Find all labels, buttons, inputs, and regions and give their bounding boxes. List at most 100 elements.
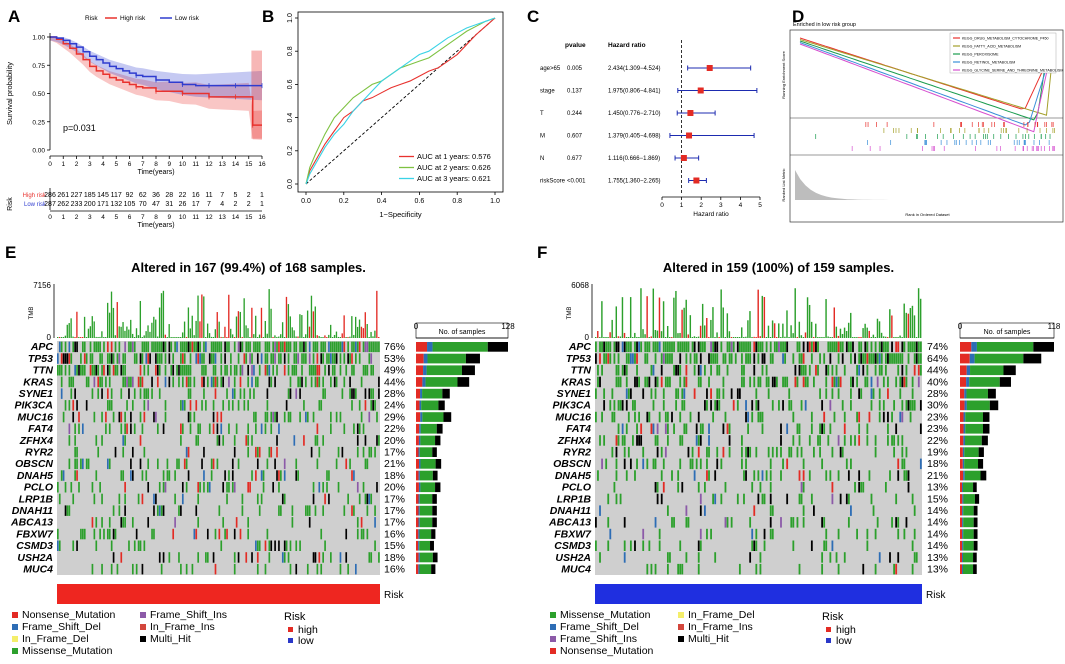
mutation-cell: [897, 341, 900, 353]
mutation-cell: [120, 388, 123, 399]
mutation-cell: [153, 528, 155, 540]
mutation-cell: [884, 365, 887, 376]
gene-bar-segment: [432, 517, 437, 528]
gene-bar-segment: [974, 353, 1024, 364]
mutation-cell: [68, 458, 71, 470]
mutation-cell: [318, 376, 321, 388]
tmb-bar: [262, 337, 265, 338]
gene-percentage-APC: 76%: [384, 341, 405, 353]
gene-bar-segment: [416, 423, 420, 434]
mutation-cell: [74, 470, 76, 481]
mutation-cell: [235, 517, 238, 528]
mutation-cell: [860, 388, 863, 399]
bar-axis-label: No. of samples: [984, 329, 1031, 336]
mutation-cell: [312, 552, 315, 563]
gene-bar-segment: [418, 435, 421, 446]
tmb-bar: [87, 328, 90, 338]
mutation-cell: [623, 517, 626, 528]
tmb-bar: [156, 336, 159, 338]
risk-count: 17: [192, 201, 200, 208]
mutation-cell: [145, 353, 148, 364]
mutation-cell: [817, 435, 819, 446]
mutation-cell: [905, 400, 908, 411]
mutation-cell: [58, 365, 61, 376]
tmb-bar: [734, 337, 737, 338]
mutation-cell: [730, 341, 733, 353]
legend-swatch-In_Frame_Del: [12, 636, 18, 642]
mutation-cell: [642, 540, 645, 551]
mutation-cell: [726, 365, 729, 376]
mutation-cell: [786, 493, 789, 505]
mutation-cell: [856, 365, 858, 376]
tmb-bar: [905, 312, 907, 338]
mutation-cell: [623, 341, 626, 353]
gene-bar-segment: [419, 540, 431, 551]
mutation-cell: [835, 376, 838, 388]
tmb-bar: [599, 337, 601, 338]
x-tick-label: 14: [232, 161, 240, 168]
tmb-bar: [825, 299, 827, 338]
mutation-cell: [239, 528, 242, 540]
mutation-cell: [722, 423, 725, 434]
tmb-bar: [216, 312, 218, 338]
mutation-cell: [99, 353, 101, 364]
gene-bar-segment: [976, 342, 1034, 352]
mutation-cell: [708, 470, 710, 481]
x-tick-label: 0: [660, 202, 664, 209]
mutation-cell: [131, 341, 134, 353]
mutation-cell: [180, 563, 182, 575]
mutation-cell: [316, 341, 319, 353]
mutation-cell: [654, 458, 657, 470]
mutation-cell: [260, 470, 263, 481]
mutation-cell: [831, 365, 834, 376]
mutation-cell: [827, 341, 830, 353]
mutation-cell: [312, 482, 315, 493]
mutation-cell: [625, 353, 628, 364]
gene-bar-segment: [419, 494, 433, 504]
gene-bar-segment: [964, 447, 979, 457]
mutation-cell: [91, 517, 94, 528]
mutation-cell: [876, 376, 879, 388]
mutation-cell: [360, 411, 363, 423]
gene-bar-segment: [416, 505, 419, 516]
mutation-cell: [66, 353, 69, 364]
mutation-cell: [295, 353, 298, 364]
mutation-cell: [256, 458, 259, 470]
mutation-cell: [775, 446, 778, 458]
mutation-cell: [122, 470, 125, 481]
mutation-cell: [72, 341, 75, 353]
mutation-cell: [358, 493, 361, 505]
mutation-cell: [761, 423, 764, 434]
mutation-cell: [283, 353, 286, 364]
mutation-cell: [660, 376, 663, 388]
mutation-cell: [370, 446, 373, 458]
mutation-cell: [295, 458, 298, 470]
mutation-cell: [185, 365, 188, 376]
mutation-cell: [831, 482, 834, 493]
tmb-bar: [778, 323, 780, 338]
legend-risk-title: Risk: [822, 611, 844, 623]
mutation-cell: [93, 341, 96, 353]
mutation-cell: [794, 365, 797, 376]
mutation-cell: [289, 388, 292, 399]
mutation-cell: [160, 341, 163, 353]
tmb-bar: [276, 336, 278, 338]
mutation-cell: [181, 341, 184, 353]
tmb-bar: [376, 290, 378, 338]
mutation-cell: [745, 458, 747, 470]
mutation-cell: [139, 353, 142, 364]
mutation-cell: [233, 435, 236, 446]
gene-bar-segment: [978, 447, 984, 457]
mutation-cell: [903, 376, 906, 388]
mutation-cell: [262, 470, 265, 481]
gene-label-DNAH5: DNAH5: [555, 470, 591, 482]
mutation-cell: [650, 563, 653, 575]
mutation-cell: [662, 400, 665, 411]
mutation-cell: [761, 470, 764, 481]
tmb-bar: [629, 297, 632, 338]
legend-risk-swatch-low: [288, 638, 293, 643]
tmb-bar: [160, 293, 163, 338]
gene-bar-segment: [987, 388, 996, 399]
mutation-cell: [597, 365, 599, 376]
mutation-cell: [62, 353, 65, 364]
